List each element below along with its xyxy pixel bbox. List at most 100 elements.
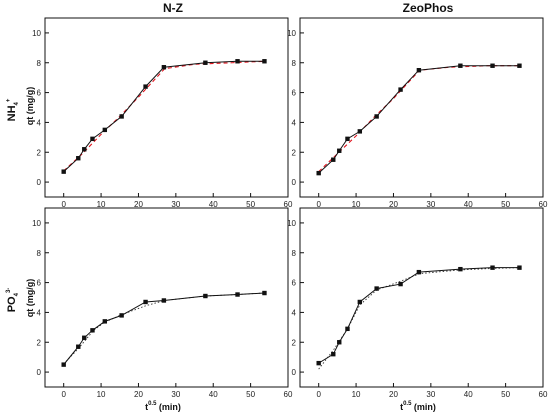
y-tick-label: 2 [292, 338, 297, 347]
panel-frame [44, 207, 289, 388]
xlabel-left-unit: (min) [156, 402, 181, 412]
data-point [119, 313, 124, 318]
data-point [337, 148, 342, 153]
data-point [374, 286, 379, 291]
y-tick-label: 8 [37, 59, 42, 68]
col-title-nz: N-Z [163, 1, 183, 15]
row-label-nh4-sub: 4 [14, 101, 20, 105]
y-tick-label: 0 [37, 178, 42, 187]
data-point [316, 360, 321, 366]
x-tick-label: 20 [389, 390, 398, 399]
row-label-po4-sup: 3- [6, 288, 12, 293]
y-tick-label: 2 [292, 148, 297, 157]
data-point [517, 265, 522, 270]
xlabel-left-base: t [145, 402, 148, 412]
y-tick-label: 6 [37, 279, 42, 288]
x-tick-label: 40 [464, 390, 473, 399]
series-line-fit [318, 267, 520, 370]
x-tick-label: 40 [209, 200, 218, 209]
xlabel-right-sup: 0.5 [403, 401, 412, 407]
data-point [331, 351, 336, 357]
xlabel-left-sup: 0.5 [148, 401, 157, 407]
data-point [398, 281, 403, 287]
xlabel-left: t0.5 (min) [145, 401, 181, 412]
x-tick-label: 40 [209, 390, 218, 399]
data-point [76, 344, 81, 349]
data-point [82, 147, 87, 152]
x-tick-label: 20 [134, 390, 143, 399]
xlabel-right-base: t [400, 402, 403, 412]
x-tick-label: 0 [316, 200, 321, 209]
x-tick-label: 60 [539, 390, 548, 399]
panel-3: 0 10 20 30 40 50 60 0 2 4 6 8 10 [287, 207, 548, 399]
series-line-data [318, 267, 520, 364]
data-point [90, 136, 95, 142]
y-tick-label: 4 [292, 308, 297, 317]
y-tick-label: 10 [32, 29, 41, 38]
data-point [203, 60, 208, 65]
row-label-nh4: NH4+ [6, 98, 20, 121]
y-tick-label: 10 [287, 219, 296, 228]
panel-frame [299, 17, 544, 198]
y-tick-label: 2 [37, 148, 42, 157]
x-tick-label: 0 [61, 200, 66, 209]
data-point [90, 328, 95, 333]
data-point [61, 362, 66, 367]
series-line-fit [63, 60, 266, 172]
y-tick-label: 8 [292, 249, 297, 258]
y-tick-label: 10 [287, 29, 296, 38]
data-point [262, 290, 267, 296]
data-point [345, 326, 350, 332]
panel-1: 0 10 20 30 40 50 60 0 2 4 6 8 10 [287, 17, 548, 209]
y-tick-label: 0 [37, 368, 42, 377]
panel-frame [44, 17, 289, 198]
row-label-po4-sub: 4 [14, 292, 20, 296]
row-label-nh4-sup: + [6, 98, 12, 102]
row-label-po4: PO43- [6, 288, 20, 313]
y-tick-label: 4 [37, 308, 42, 317]
x-tick-label: 10 [352, 390, 361, 399]
data-point [458, 266, 463, 272]
data-point [235, 59, 240, 64]
data-point [398, 87, 403, 92]
x-tick-label: 10 [97, 200, 106, 209]
data-point [337, 340, 342, 345]
data-point [490, 265, 495, 270]
panel-frame [299, 207, 544, 388]
data-point [517, 63, 522, 68]
data-point [345, 136, 350, 142]
x-tick-label: 30 [171, 390, 180, 399]
xlabel-right-unit: (min) [411, 402, 436, 412]
data-point [458, 63, 463, 68]
ylabel-top: qt (mg/g) [25, 87, 35, 126]
y-tick-label: 8 [292, 59, 297, 68]
y-tick-label: 6 [292, 279, 297, 288]
y-tick-label: 0 [292, 368, 297, 377]
x-tick-label: 50 [501, 200, 510, 209]
data-point [161, 298, 167, 303]
data-point [235, 292, 240, 297]
data-point [416, 269, 422, 275]
data-point [102, 319, 108, 324]
x-tick-label: 10 [352, 200, 361, 209]
data-point [143, 84, 148, 89]
x-tick-label: 20 [134, 200, 143, 209]
xlabel-right: t0.5 (min) [400, 401, 436, 412]
row-label-nh4-base: NH [6, 105, 18, 121]
data-point [316, 170, 321, 176]
row-label-po4-base: PO [6, 296, 18, 312]
x-tick-label: 0 [316, 390, 321, 399]
y-tick-label: 6 [37, 89, 42, 98]
data-point [490, 63, 495, 68]
data-point [143, 299, 148, 305]
x-tick-label: 20 [389, 200, 398, 209]
data-point [102, 127, 108, 133]
data-point [161, 65, 167, 70]
y-tick-label: 0 [292, 178, 297, 187]
data-point [416, 68, 422, 73]
series-line-fit [318, 65, 521, 173]
col-title-zeophos: ZeoPhos [403, 1, 454, 15]
x-tick-label: 40 [464, 200, 473, 209]
